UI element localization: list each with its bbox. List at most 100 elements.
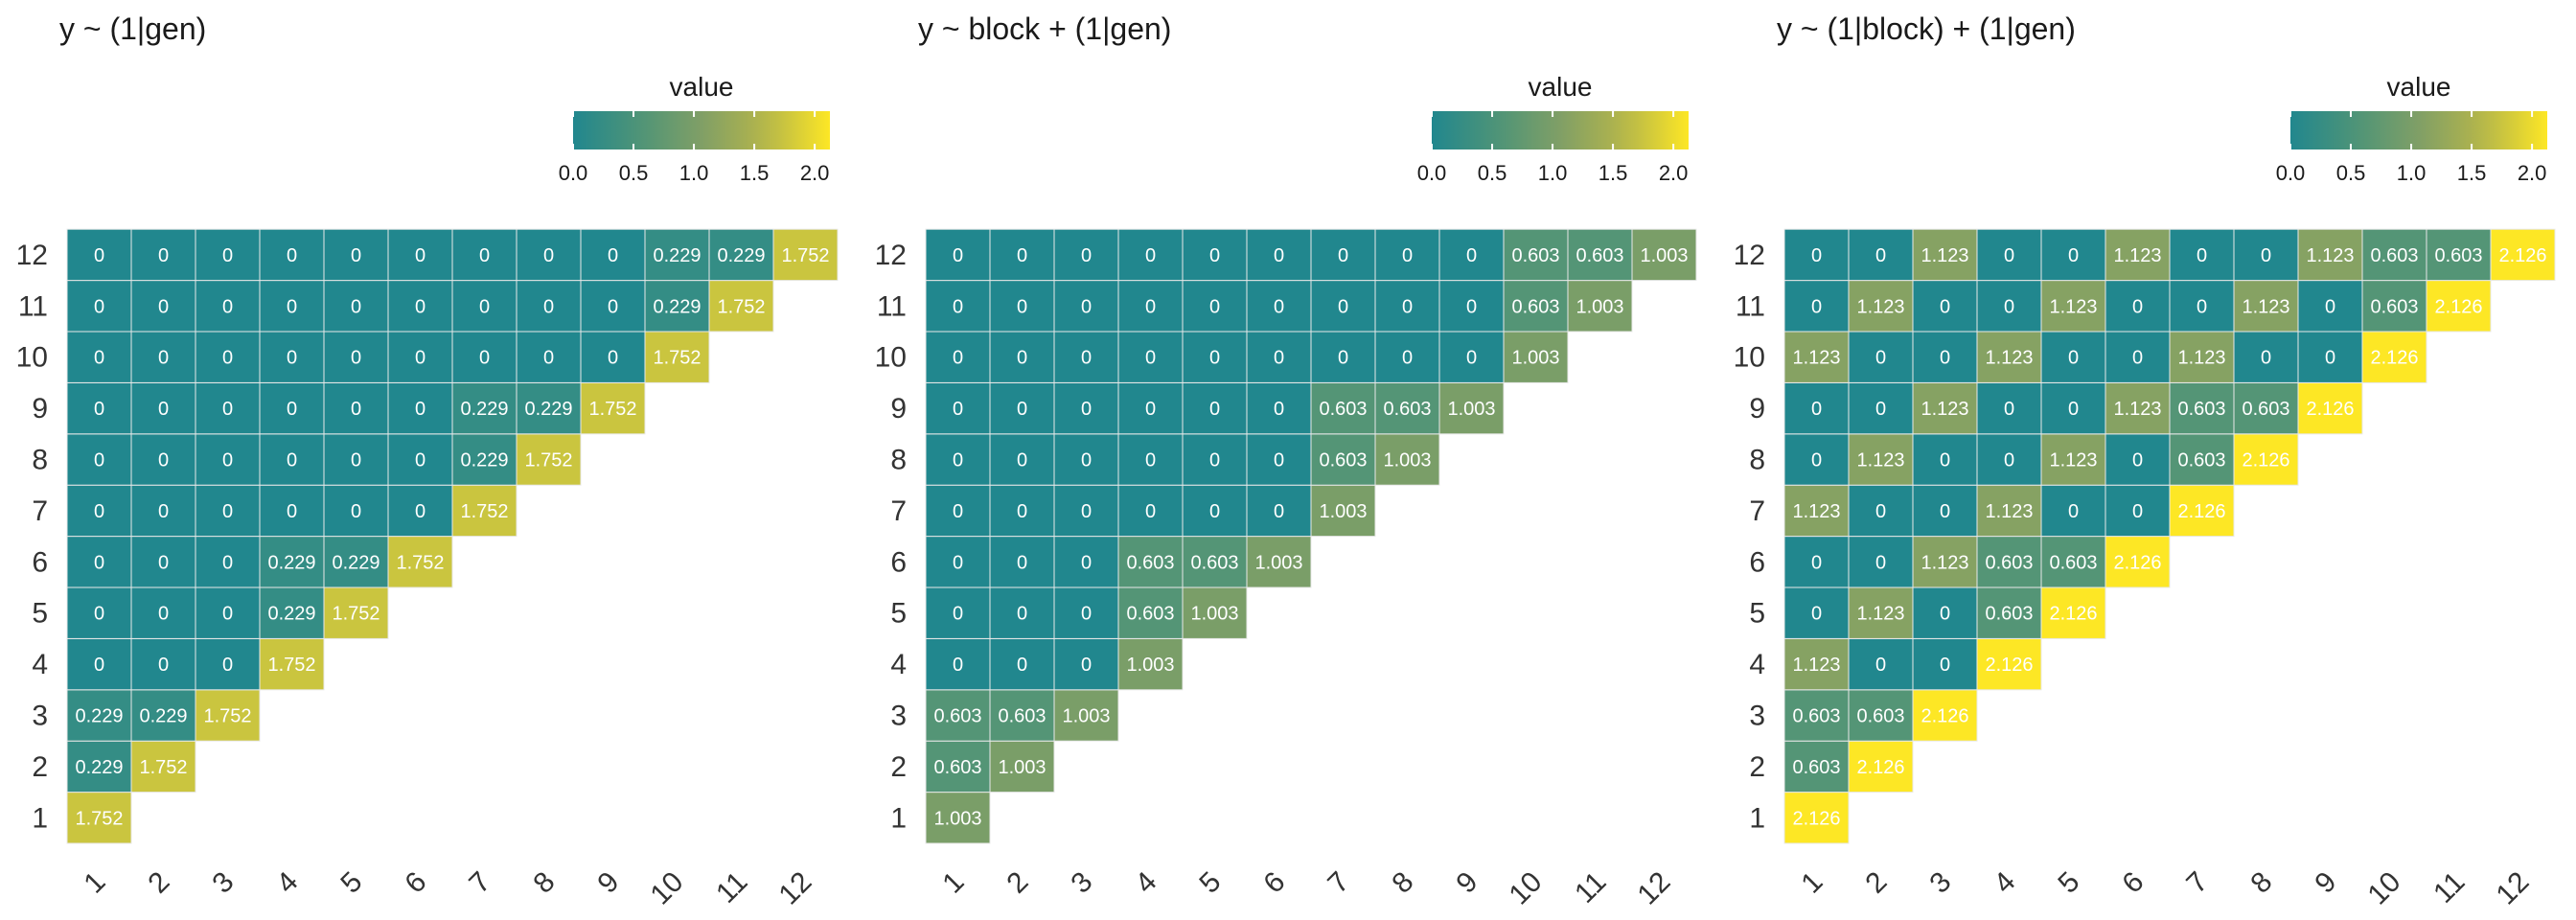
legend-tick-label: 1.5 [1598,161,1628,185]
cell-value-label: 1.003 [933,808,981,829]
heatmap-cell [195,484,261,538]
x-tick-label: 12 [2491,866,2536,911]
heatmap-cell [1053,586,1119,639]
y-tick-label: 12 [875,240,907,271]
cell-value-label: 0.603 [1319,450,1367,472]
heatmap-cell [1631,228,1697,282]
heatmap-cell [989,433,1055,486]
cell-value-label: 1.123 [2242,296,2289,317]
cell-value-label: 0 [953,399,963,420]
heatmap-cell [1848,689,1914,742]
cell-value-label: 2.126 [1792,808,1840,829]
cell-value-label: 0.229 [332,552,380,573]
cell-value-label: 0 [415,450,426,472]
heatmap-cell [925,484,991,538]
heatmap-cell [1310,228,1376,282]
heatmap-cell [66,280,132,333]
cell-value-label: 0.603 [933,757,981,778]
legend-tick-label: 1.5 [740,161,770,185]
heatmap-cell [195,536,261,588]
heatmap-cell [451,484,518,538]
cell-value-label: 0 [2004,399,2014,420]
x-tick-label: 2 [1859,866,1893,900]
cell-value-label: 0.603 [1126,604,1174,625]
cell-value-label: 0 [222,501,233,522]
heatmap-cell [387,280,453,333]
x-tick-label: 1 [78,866,111,900]
heatmap-cell [2040,536,2106,588]
heatmap-cell [1182,433,1248,486]
legend-tick-label: 1.5 [2457,161,2487,185]
cell-value-label: 1.003 [1447,399,1495,420]
cell-value-label: 0.603 [1511,296,1559,317]
heatmap-cell [2104,433,2171,486]
heatmap-cell [130,228,196,282]
heatmap-cell [1438,331,1505,383]
heatmap-cell [2426,280,2492,333]
cell-value-label: 0 [351,348,361,369]
y-tick-label: 11 [877,290,907,322]
heatmap-cell [66,689,132,742]
y-tick-label: 5 [32,598,48,630]
cell-value-label: 0 [2068,501,2079,522]
heatmap-cell [1246,433,1312,486]
cell-value-label: 0 [1940,604,1950,625]
cell-value-label: 1.123 [1856,450,1904,472]
cell-value-label: 0 [94,501,104,522]
cell-value-label: 1.123 [1792,501,1840,522]
heatmap-cell [2040,381,2106,435]
heatmap-cell [2040,586,2106,639]
legend-tick-label: 1.0 [2397,161,2426,185]
cell-value-label: 0 [479,348,490,369]
heatmap-cell [644,228,710,282]
cell-value-label: 0 [415,348,426,369]
chart-title: y ~ block + (1|gen) [918,12,1172,46]
x-tick-label: 3 [1923,866,1957,900]
cell-value-label: 1.123 [1856,296,1904,317]
cell-value-label: 0 [1940,296,1950,317]
cell-value-label: 1.003 [1062,706,1110,727]
x-tick-label: 4 [1988,866,2021,900]
cell-value-label: 0 [953,552,963,573]
cell-value-label: 0 [158,450,169,472]
heatmap-cell [2233,381,2299,435]
heatmap-cell [2040,331,2106,383]
cell-value-label: 0 [479,296,490,317]
x-tick-label: 7 [2180,866,2214,900]
y-tick-label: 8 [32,445,48,476]
legend-colorbar [1432,111,1689,150]
x-tick-label: 1 [1795,866,1828,900]
heatmap-cell [1783,280,1850,333]
heatmap-cell [1912,228,1978,282]
heatmap-cell [66,381,132,435]
heatmap-panel-3: y ~ (1|block) + (1|gen) 2.126 0.603 2.126 0… [1717,0,2576,920]
cell-value-label: 0 [222,399,233,420]
heatmap-cell [1912,637,1978,691]
cell-value-label: 0 [287,501,297,522]
cell-value-label: 0 [158,655,169,676]
heatmap-cell [1374,433,1440,486]
heatmap-cell [580,331,646,383]
x-tick-label: 6 [2116,866,2150,900]
cell-value-label: 0 [2004,245,2014,266]
heatmap-cell [130,280,196,333]
cell-value-label: 0 [1466,296,1477,317]
legend-tick-label: 0.0 [1417,161,1447,185]
heatmap-cell [2104,484,2171,538]
heatmap-cell [2169,433,2235,486]
y-tick-label: 3 [32,701,48,732]
heatmap-cell [2233,331,2299,383]
cell-value-label: 0.603 [1319,399,1367,420]
heatmap-cell [2233,433,2299,486]
heatmap-cell [451,381,518,435]
heatmap-cell [516,331,582,383]
legend-tick-label: 0.5 [1478,161,1507,185]
cell-value-label: 0 [94,296,104,317]
cell-value-label: 1.123 [1792,655,1840,676]
cell-value-label: 0 [1081,501,1092,522]
cell-value-label: 0 [222,245,233,266]
heatmap-cell [1182,536,1248,588]
cell-value-label: 0 [953,501,963,522]
cell-value-label: 0 [1209,501,1220,522]
heatmap-cell [259,280,325,333]
